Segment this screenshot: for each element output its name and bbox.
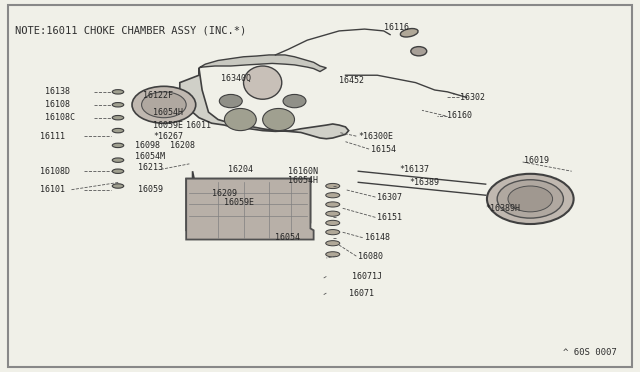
Ellipse shape [401,29,418,37]
Text: 16340Q: 16340Q [221,74,252,83]
Text: 16307: 16307 [378,193,403,202]
Circle shape [487,174,573,224]
Text: 16213: 16213 [138,163,163,172]
Text: 16059: 16059 [138,185,163,194]
Circle shape [220,94,243,108]
Circle shape [141,92,186,118]
Ellipse shape [112,128,124,133]
Text: 16208: 16208 [170,141,195,150]
Text: 16154: 16154 [371,145,396,154]
Ellipse shape [326,193,340,198]
Text: *16300E: *16300E [358,132,393,141]
Polygon shape [199,55,326,71]
Text: 16122F: 16122F [143,91,173,100]
Text: 16059E: 16059E [153,121,183,129]
Text: 16151: 16151 [378,213,403,222]
Text: 16098: 16098 [135,141,160,150]
Ellipse shape [112,143,124,148]
Ellipse shape [225,109,256,131]
Text: 16101: 16101 [40,185,65,194]
Ellipse shape [112,184,124,188]
Text: 16148: 16148 [365,233,390,242]
Ellipse shape [326,241,340,246]
Text: ^ 60S 0007: ^ 60S 0007 [563,347,616,357]
Ellipse shape [262,109,294,131]
Ellipse shape [326,220,340,225]
Text: 16302: 16302 [460,93,485,102]
Polygon shape [186,179,314,240]
Circle shape [132,86,196,123]
Text: 16204: 16204 [228,165,253,174]
Ellipse shape [326,202,340,207]
Text: *16389H: *16389H [486,203,521,213]
Text: 16054M: 16054M [135,152,165,161]
Ellipse shape [326,230,340,235]
Circle shape [283,94,306,108]
Text: 16116: 16116 [384,23,409,32]
Ellipse shape [244,66,282,99]
Polygon shape [193,171,298,208]
Text: 16054H: 16054H [153,108,183,117]
Text: 16111: 16111 [40,132,65,141]
Ellipse shape [326,183,340,189]
Text: 16108: 16108 [45,100,70,109]
Ellipse shape [112,169,124,173]
Ellipse shape [112,115,124,120]
Ellipse shape [326,252,340,257]
Text: 16160: 16160 [447,111,472,121]
Text: 16209: 16209 [212,189,237,198]
Text: 16011: 16011 [186,121,211,129]
Polygon shape [186,179,310,230]
Text: 16108D: 16108D [40,167,70,176]
Text: 16452: 16452 [339,76,364,85]
Text: *16389: *16389 [409,178,439,187]
Polygon shape [180,68,349,139]
Text: *16137: *16137 [399,165,429,174]
Ellipse shape [112,158,124,162]
Text: 16059E: 16059E [225,198,255,207]
Text: 16054: 16054 [275,233,300,242]
Circle shape [508,186,552,212]
Ellipse shape [326,211,340,216]
Ellipse shape [112,90,124,94]
Circle shape [497,180,563,218]
Text: *16267: *16267 [153,132,183,141]
Text: 16108C: 16108C [45,113,75,122]
Text: NOTE:16011 CHOKE CHAMBER ASSY (INC.*): NOTE:16011 CHOKE CHAMBER ASSY (INC.*) [15,25,246,35]
Text: 16080: 16080 [358,251,383,261]
Text: 16071: 16071 [349,289,374,298]
Ellipse shape [411,46,427,56]
Text: 16138: 16138 [45,87,70,96]
Text: 16054H: 16054H [288,176,318,185]
Text: 16019: 16019 [524,155,549,165]
Text: 16071J: 16071J [352,272,382,281]
Text: 16160N: 16160N [288,167,318,176]
Ellipse shape [112,103,124,107]
